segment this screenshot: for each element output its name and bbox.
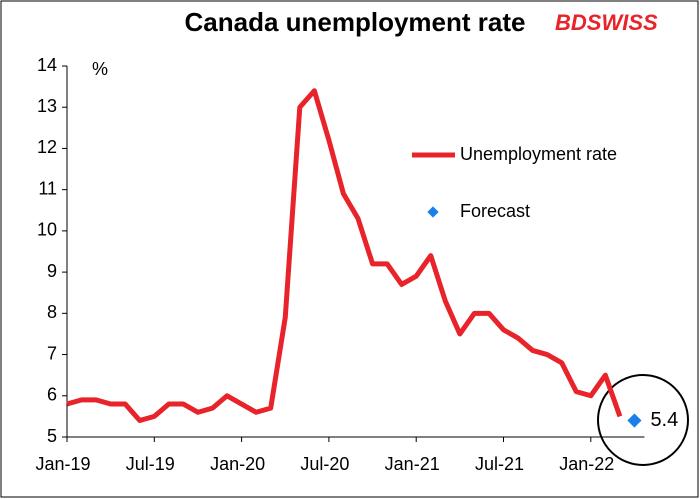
x-tick-label: Jul-20: [300, 454, 349, 474]
x-tick-label: Jul-19: [126, 454, 175, 474]
y-tick-label: 8: [47, 302, 57, 322]
data-label: 5.4: [650, 409, 678, 431]
highlight-circle: [597, 374, 689, 466]
x-tick-label: Jan-20: [210, 454, 265, 474]
y-tick-label: 5: [47, 426, 57, 446]
y-axis-label: %: [92, 59, 108, 79]
logo: BDSWISS: [555, 10, 658, 35]
y-tick-label: 10: [37, 220, 57, 240]
x-tick-label: Jan-21: [385, 454, 440, 474]
y-tick-label: 7: [47, 343, 57, 363]
forecast-marker: [627, 413, 642, 428]
y-tick-label: 6: [47, 385, 57, 405]
legend-label: Forecast: [460, 201, 530, 221]
y-tick-label: 14: [37, 55, 57, 75]
y-tick-label: 13: [37, 96, 57, 116]
legend-swatch: [427, 206, 439, 218]
y-tick-label: 11: [38, 178, 57, 198]
series-line: [66, 88, 623, 424]
x-tick-label: Jan-22: [559, 454, 614, 474]
y-tick-label: 12: [37, 137, 57, 157]
x-tick-label: Jul-21: [475, 454, 524, 474]
x-tick-label: Jan-19: [35, 454, 90, 474]
legend-label: Unemployment rate: [460, 144, 617, 164]
y-tick-label: 9: [47, 261, 57, 281]
chart-title: Canada unemployment rate: [184, 7, 526, 37]
